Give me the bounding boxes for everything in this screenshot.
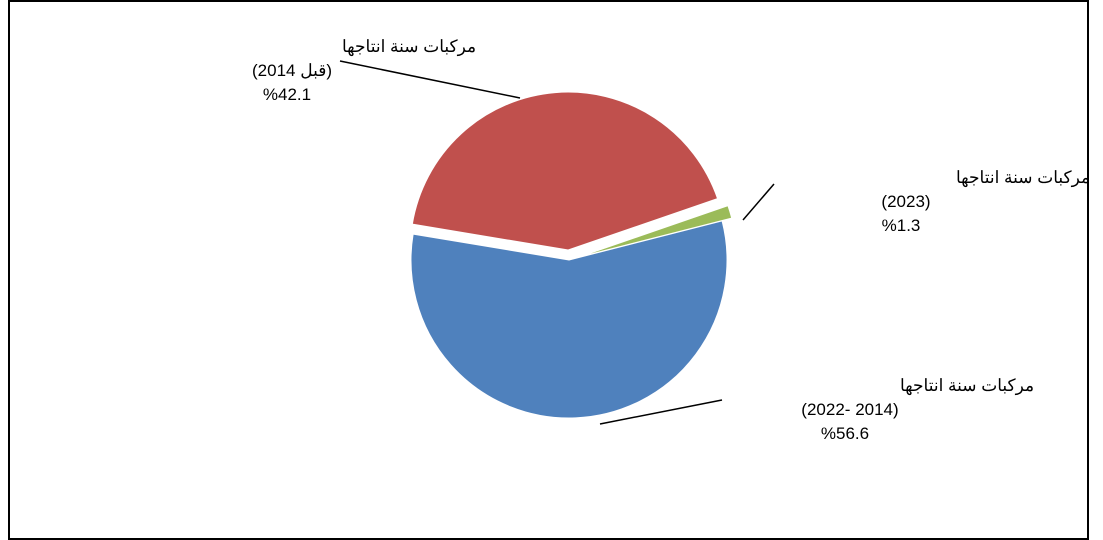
data-label: (2023)	[881, 192, 930, 211]
leader-lines	[339, 60, 775, 425]
pie-slices	[410, 91, 733, 419]
data-label: مركبات سنة انتاجها	[900, 376, 1034, 396]
data-label: (2014 -2022)	[801, 400, 898, 419]
data-label: مركبات سنة انتاجها	[342, 37, 476, 57]
slice-2014-2022	[410, 220, 728, 419]
leader-line	[339, 60, 521, 99]
slice-2023	[578, 205, 733, 258]
data-label: %1.3	[882, 216, 921, 235]
chart-frame: مركبات سنة انتاجها (قبل 2014) %42.1 مركبات …	[8, 0, 1090, 540]
slice-labels: مركبات سنة انتاجها (قبل 2014) %42.1 مركبات …	[252, 37, 1090, 443]
data-label: مركبات سنة انتاجها	[956, 168, 1090, 188]
data-label: (قبل 2014)	[252, 61, 332, 80]
leader-line	[742, 183, 775, 221]
data-label: %56.6	[821, 424, 869, 443]
pie-chart: مركبات سنة انتاجها (قبل 2014) %42.1 مركبات …	[252, 37, 1090, 443]
leader-line	[599, 399, 723, 425]
data-label: %42.1	[263, 85, 311, 104]
slice-pre-2014	[411, 91, 719, 251]
